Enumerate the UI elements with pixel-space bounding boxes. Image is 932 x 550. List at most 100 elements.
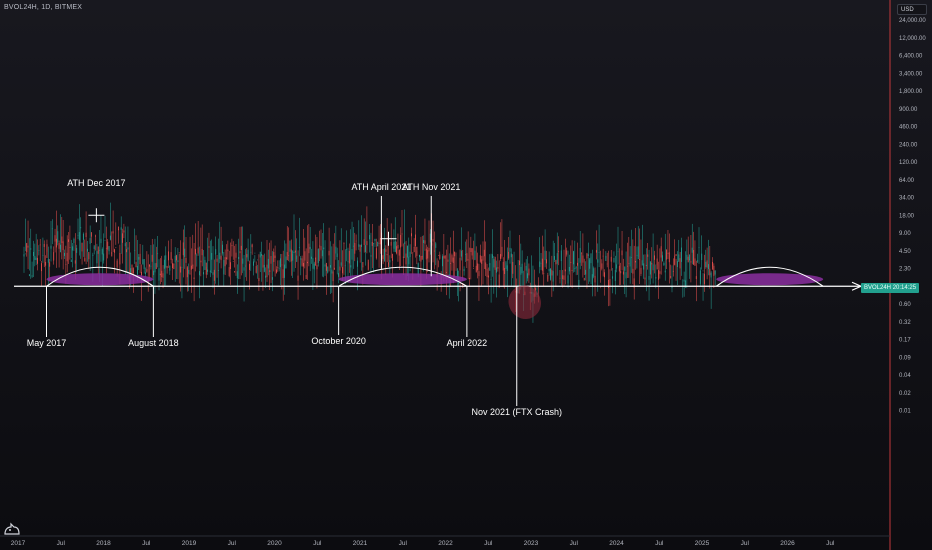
candle-body <box>281 264 283 266</box>
x-tick-label: Jul <box>228 540 237 547</box>
candle-body <box>99 249 101 251</box>
candle-body <box>362 262 364 268</box>
candle-body <box>618 265 620 272</box>
candle-body <box>332 271 334 282</box>
candle-body <box>686 254 688 260</box>
candle-body <box>64 252 65 256</box>
candle-body <box>145 272 146 274</box>
candle-body <box>413 247 415 253</box>
candle-body <box>547 274 549 282</box>
candle-body <box>429 233 431 243</box>
candle-body <box>708 264 709 270</box>
candle-body <box>168 251 169 261</box>
y-tick-label: 0.04 <box>899 373 911 379</box>
candle-body <box>664 270 666 273</box>
candle-body <box>421 255 423 260</box>
candle-body <box>541 258 543 271</box>
candle-body <box>378 243 380 244</box>
candle-body <box>197 247 199 254</box>
candle-body <box>566 250 568 255</box>
candle-body <box>192 264 194 269</box>
cycle-arc <box>338 266 468 287</box>
candle-body <box>672 270 674 272</box>
candle-body <box>595 250 597 253</box>
candle-body <box>177 260 179 263</box>
x-axis[interactable]: 2017 Jul 2018 Jul 2019 Jul 2020 Jul 2021 Jul 2022 J… <box>11 540 835 547</box>
y-tick-label: 24,000.00 <box>899 18 926 24</box>
candle-body <box>247 249 249 262</box>
candle-body <box>433 250 435 252</box>
candle-body <box>587 254 589 256</box>
y-tick-label: 9.00 <box>899 231 911 237</box>
candle-body <box>450 263 452 264</box>
candle-body <box>416 246 418 256</box>
candle-body <box>604 272 605 278</box>
candle-body <box>428 247 430 252</box>
candle-body <box>305 275 307 280</box>
candle-body <box>157 253 159 255</box>
candle-body <box>42 255 44 256</box>
candle-body <box>35 257 37 261</box>
x-tick-label: 2024 <box>609 540 624 547</box>
candle-body <box>238 256 240 260</box>
tradingview-logo-icon[interactable] <box>3 520 21 538</box>
candle-body <box>699 270 701 284</box>
y-tick-label: 6,400.00 <box>899 54 923 60</box>
candle-body <box>267 258 269 269</box>
candle-body <box>161 270 163 278</box>
candle-body <box>259 251 261 258</box>
annotation-label: October 2020 <box>311 336 366 346</box>
candle-body <box>629 256 631 267</box>
candle-body <box>222 244 223 254</box>
candle-body <box>34 256 36 260</box>
candle-body <box>394 240 396 253</box>
candle-body <box>591 274 593 287</box>
candle-body <box>510 253 512 258</box>
candle-body <box>294 250 296 253</box>
candle-body <box>87 248 88 252</box>
candle-body <box>359 244 361 252</box>
candle-body <box>328 250 330 256</box>
candle-body <box>570 261 572 263</box>
candle-body <box>138 257 140 260</box>
y-axis[interactable]: 24,000.00 12,000.00 6,400.00 3,400.00 1,800.… <box>899 18 926 415</box>
cycle-arc <box>46 266 154 287</box>
candle-body <box>670 276 672 279</box>
candle-body <box>620 271 622 274</box>
candle-body <box>334 267 335 270</box>
candle-body <box>104 239 106 241</box>
candle-body <box>111 252 113 257</box>
candle-body <box>78 232 80 241</box>
candle-body <box>539 261 541 267</box>
candle-body <box>325 262 327 271</box>
candle-body <box>70 259 72 262</box>
candle-body <box>278 268 280 269</box>
y-tick-label: 0.17 <box>899 338 911 344</box>
candle-body <box>174 255 176 263</box>
x-tick-label: 2020 <box>267 540 282 547</box>
candle-body <box>621 250 623 256</box>
candle-body <box>261 254 263 256</box>
candle-body <box>631 257 632 258</box>
candle-body <box>647 254 649 257</box>
symbol-header[interactable]: BVOL24H, 1D, BITMEX <box>4 4 83 11</box>
candle-body <box>84 258 86 262</box>
candle-body <box>123 230 125 233</box>
candle-body <box>146 269 148 273</box>
candle-body <box>27 245 29 248</box>
candle-body <box>211 252 213 260</box>
candle-body <box>346 249 348 250</box>
candle-body <box>663 263 665 266</box>
candle-body <box>24 253 26 255</box>
candle-body <box>89 238 91 244</box>
currency-button[interactable]: USD <box>897 4 927 15</box>
candle-body <box>709 268 711 276</box>
candle-body <box>469 277 470 280</box>
x-tick-label: Jul <box>142 540 151 547</box>
candle-body <box>363 239 365 246</box>
candle-body <box>61 236 63 243</box>
candle-body <box>632 268 634 274</box>
candle-body <box>26 242 28 253</box>
